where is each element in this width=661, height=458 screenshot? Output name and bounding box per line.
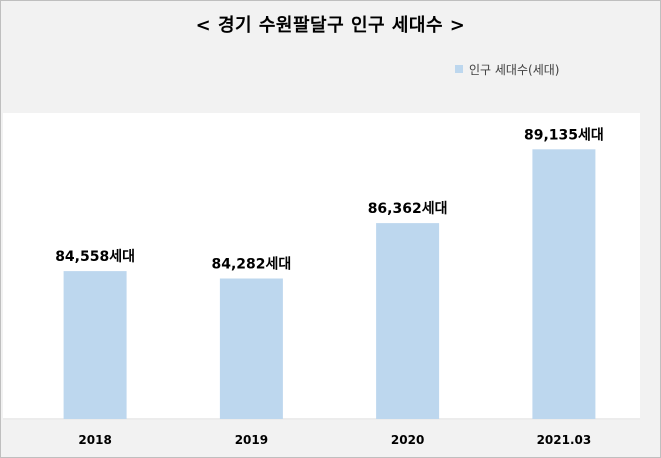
legend-swatch	[455, 65, 463, 73]
data-label-2018: 84,558세대	[55, 249, 135, 265]
bar-2018	[63, 271, 127, 419]
x-tick-labels-group: 2018 2019 2020 2021.03	[78, 433, 591, 447]
data-labels-group: 84,558세대 84,282세대 86,362세대 89,135세대	[55, 127, 604, 272]
bar-2021.03	[532, 149, 596, 420]
legend: 인구 세대수(세대)	[455, 61, 559, 77]
data-label-2020: 86,362세대	[368, 201, 448, 217]
bar-2020	[376, 223, 440, 419]
x-tick-label-2019: 2019	[235, 433, 268, 447]
bars-group	[63, 149, 596, 420]
bar-2019	[219, 278, 283, 419]
data-label-2019: 84,282세대	[212, 257, 292, 273]
chart-title: < 경기 수원팔달구 인구 세대수 >	[195, 15, 466, 36]
x-tick-label-2018: 2018	[78, 433, 111, 447]
legend-label: 인구 세대수(세대)	[469, 62, 560, 77]
x-tick-label-2021.03: 2021.03	[537, 433, 592, 447]
x-tick-label-2020: 2020	[391, 433, 424, 447]
data-label-2021.03: 89,135세대	[524, 127, 604, 143]
